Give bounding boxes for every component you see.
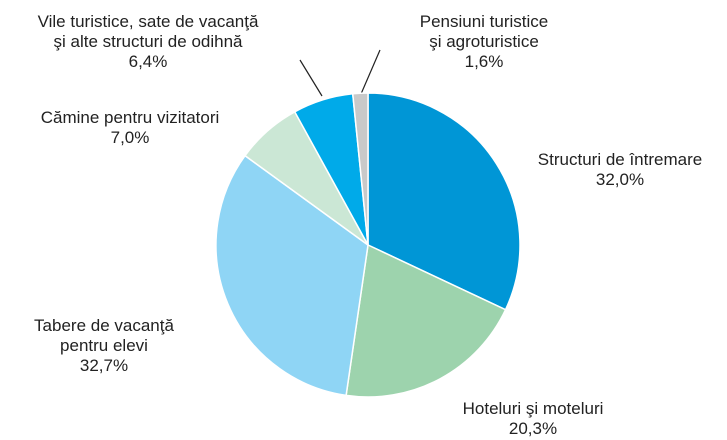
slice-label: Hoteluri şi moteluri 20,3% [463,399,604,439]
category-label: Cămine pentru vizitatori [40,108,220,127]
category-label: Hoteluri şi moteluri [462,399,604,418]
category-label: Tabere de vacanţă pentru elevi [34,316,174,355]
leader-line [360,49,381,95]
slice-label: Pensiuni turistice şi agroturistice 1,6% [420,12,549,72]
slice-label: Tabere de vacanţă pentru elevi 32,7% [34,316,174,376]
pie-slice [345,243,507,398]
category-label: Structuri de întremare [537,150,703,169]
category-label: Vile turistice, sate de vacanţă şi alte … [37,12,259,51]
value-label: 6,4% [128,52,168,71]
value-label: 7,0% [110,128,150,147]
pie-slice [351,92,369,246]
slice-label: Vile turistice, sate de vacanţă şi alte … [38,12,259,72]
value-label: 1,6% [464,52,504,71]
value-label: 32,0% [595,170,645,189]
slice-label: Cămine pentru vizitatori 7,0% [41,108,220,148]
value-label: 20,3% [508,419,558,438]
category-label: Pensiuni turistice şi agroturistice [419,12,549,51]
pie-slice [367,92,521,311]
leader-line [299,59,323,97]
value-label: 32,7% [79,356,129,375]
slice-label: Structuri de întremare 32,0% [538,150,702,190]
pie-slice [215,154,369,397]
